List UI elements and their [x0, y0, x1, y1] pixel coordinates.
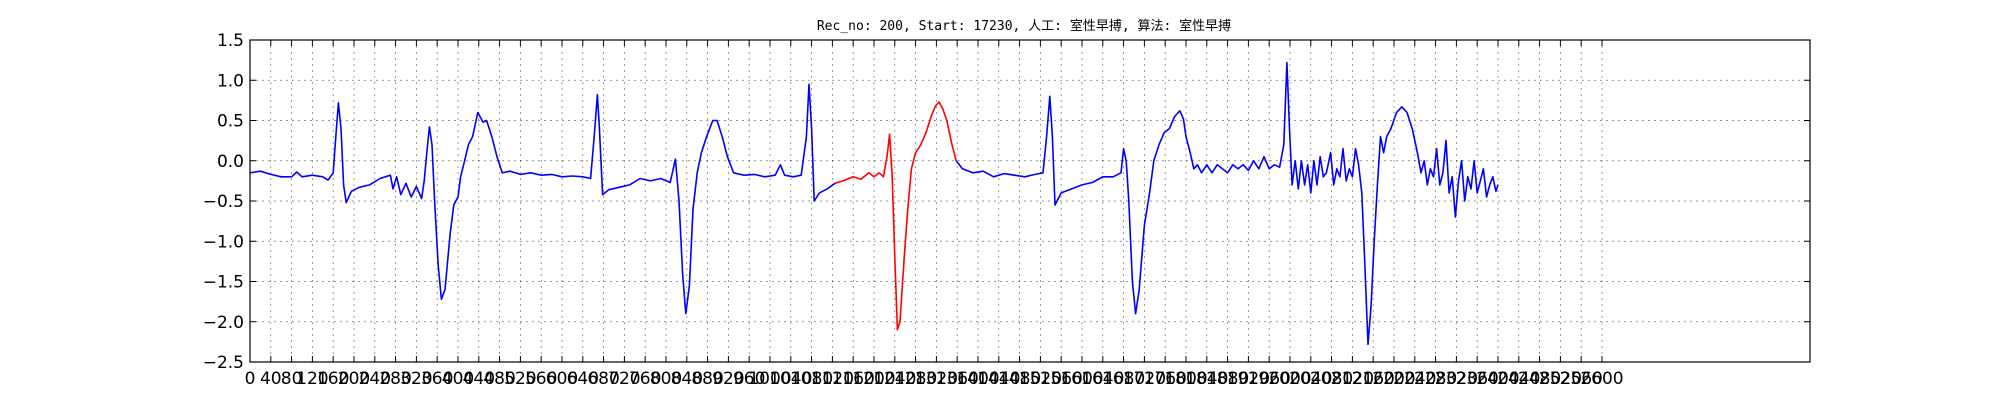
y-tick-label: 1.0: [217, 71, 244, 91]
x-tick-label: 1360: [936, 369, 979, 389]
x-tick-label: 720: [608, 369, 640, 389]
x-tick-label: 120: [296, 369, 328, 389]
y-tick-label: 1.5: [217, 31, 244, 51]
x-tick-label: 680: [587, 369, 619, 389]
x-tick-label: 1760: [1144, 369, 1187, 389]
x-tick-label: 1680: [1102, 369, 1145, 389]
x-tick-label: 280: [379, 369, 411, 389]
x-tick-label: 2240: [1393, 369, 1436, 389]
x-tick-label: 2440: [1497, 369, 1540, 389]
x-tick-label: 80: [281, 369, 303, 389]
y-tick-label: −0.5: [203, 192, 244, 212]
x-tick-label: 2600: [1580, 369, 1623, 389]
x-tick-label: 1160: [832, 369, 875, 389]
x-tick-label: 1240: [873, 369, 916, 389]
x-tick-label: 520: [504, 369, 536, 389]
x-tick-label: 440: [463, 369, 495, 389]
x-tick-label: 1440: [977, 369, 1020, 389]
y-tick-label: −1.5: [203, 273, 244, 293]
x-tick-label: 2200: [1372, 369, 1415, 389]
x-tick-label: 920: [712, 369, 744, 389]
x-tick-label: 1560: [1040, 369, 1083, 389]
series-line-2: [955, 61, 1499, 346]
x-tick-label: 2360: [1456, 369, 1499, 389]
x-tick-label: 1400: [956, 369, 999, 389]
x-tick-label: 200: [338, 369, 370, 389]
x-tick-label: 2280: [1414, 369, 1457, 389]
x-tick-label: 1480: [998, 369, 1041, 389]
grid-lines: [250, 40, 1810, 362]
x-tick-label: 1280: [894, 369, 937, 389]
y-tick-label: 0.0: [217, 152, 244, 172]
x-tick-label: 2560: [1560, 369, 1603, 389]
series-line-1: [834, 101, 957, 331]
x-tick-label: 800: [650, 369, 682, 389]
x-tick-label: 400: [442, 369, 474, 389]
y-tick-label: −2.0: [203, 313, 244, 333]
x-tick-label: 1720: [1123, 369, 1166, 389]
x-tick-label: 480: [483, 369, 515, 389]
tick-layer: 1.51.00.50.0−0.5−1.0−1.5−2.0−2.50 40 80120…: [203, 31, 1810, 389]
x-tick-label: 2160: [1352, 369, 1395, 389]
x-tick-label: 760: [629, 369, 661, 389]
x-tick-label: 2080: [1310, 369, 1353, 389]
x-tick-label: 640: [567, 369, 599, 389]
x-tick-label: 2320: [1435, 369, 1478, 389]
x-tick-label: 1200: [852, 369, 895, 389]
x-tick-label: 2000: [1268, 369, 1311, 389]
x-tick-label: 1640: [1081, 369, 1124, 389]
x-tick-label: 840: [671, 369, 703, 389]
x-tick-label: 560: [525, 369, 557, 389]
x-tick-label: 2040: [1289, 369, 1332, 389]
x-tick-label: 2400: [1476, 369, 1519, 389]
x-tick-label: 2480: [1518, 369, 1561, 389]
series-line-0: [249, 83, 836, 315]
x-tick-label: 240: [359, 369, 391, 389]
x-tick-label: 320: [400, 369, 432, 389]
x-tick-label: 1120: [811, 369, 854, 389]
x-tick-label: 1840: [1185, 369, 1228, 389]
x-tick-label: 1080: [790, 369, 833, 389]
x-tick-label: 1040: [769, 369, 812, 389]
chart-title: Rec_no: 200, Start: 17230, 人工: 室性早搏, 算法:…: [817, 18, 1231, 34]
x-tick-label: 1600: [1060, 369, 1103, 389]
x-tick-label: 1320: [915, 369, 958, 389]
series-layer: [249, 61, 1499, 346]
x-tick-label: 0: [245, 369, 256, 389]
x-tick-label: 160: [317, 369, 349, 389]
y-tick-label: −1.0: [203, 232, 244, 252]
x-tick-label: 2120: [1331, 369, 1374, 389]
x-tick-label: 1880: [1206, 369, 1249, 389]
x-tick-label: 1520: [1019, 369, 1062, 389]
x-tick-label: 40: [260, 369, 282, 389]
x-tick-label: 960: [733, 369, 765, 389]
x-tick-label: 1920: [1227, 369, 1270, 389]
x-tick-label: 1800: [1164, 369, 1207, 389]
x-tick-label: 600: [546, 369, 578, 389]
y-tick-label: 0.5: [217, 112, 244, 132]
x-tick-label: 880: [691, 369, 723, 389]
x-tick-label: 1960: [1248, 369, 1291, 389]
y-tick-label: −2.5: [203, 353, 244, 373]
x-tick-label: 2520: [1539, 369, 1582, 389]
x-tick-label: 360: [421, 369, 453, 389]
x-tick-label: 1000: [748, 369, 791, 389]
